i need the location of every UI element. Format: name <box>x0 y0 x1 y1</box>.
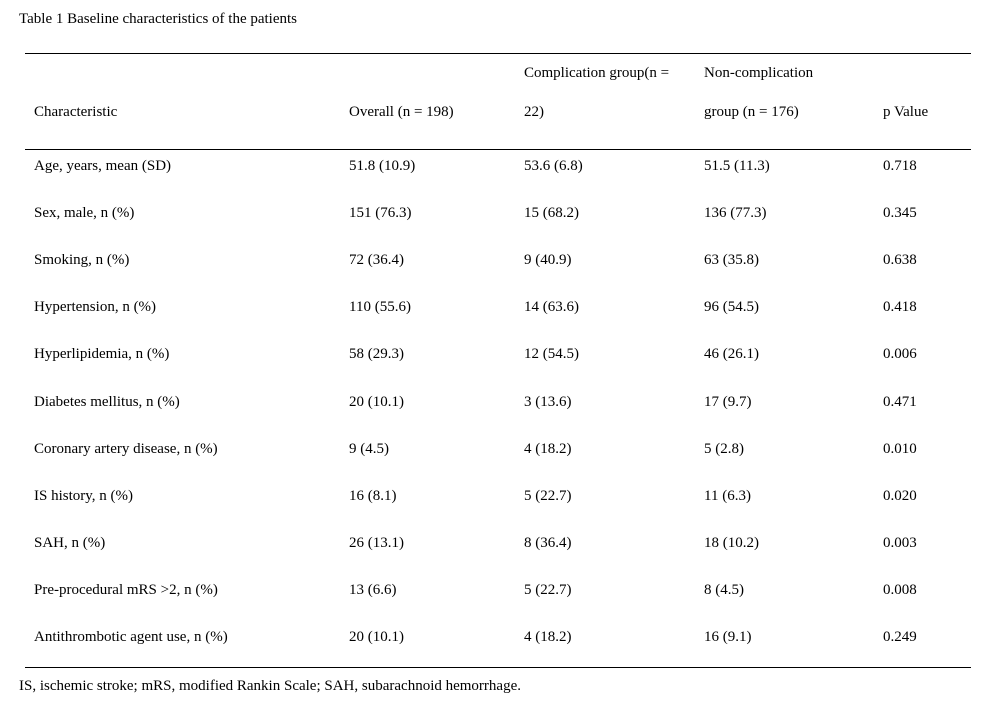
cell-complication: 14 (63.6) <box>524 299 579 315</box>
cell-overall: 51.8 (10.9) <box>349 158 416 174</box>
cell-p-value: 0.020 <box>883 488 917 504</box>
header-overall: Overall (n = 198) <box>349 104 454 120</box>
cell-noncomplication: 11 (6.3) <box>704 488 751 504</box>
cell-complication: 12 (54.5) <box>524 346 579 362</box>
table-bottom-rule <box>25 667 971 668</box>
cell-complication: 8 (36.4) <box>524 535 572 551</box>
cell-characteristic: SAH, n (%) <box>34 535 106 551</box>
header-complication-line1: Complication group(n = <box>524 65 670 81</box>
cell-overall: 20 (10.1) <box>349 629 404 645</box>
cell-p-value: 0.718 <box>883 158 917 174</box>
header-characteristic: Characteristic <box>34 104 118 120</box>
cell-complication: 15 (68.2) <box>524 205 579 221</box>
cell-complication: 4 (18.2) <box>524 441 572 457</box>
table-top-rule <box>25 53 971 54</box>
cell-complication: 3 (13.6) <box>524 394 572 410</box>
cell-overall: 72 (36.4) <box>349 252 404 268</box>
cell-characteristic: Sex, male, n (%) <box>34 205 135 221</box>
table-caption: Table 1 Baseline characteristics of the … <box>19 11 298 27</box>
header-complication-line2: 22) <box>524 104 544 120</box>
cell-p-value: 0.345 <box>883 205 917 221</box>
cell-complication: 53.6 (6.8) <box>524 158 583 174</box>
cell-p-value: 0.008 <box>883 582 917 598</box>
cell-noncomplication: 18 (10.2) <box>704 535 759 551</box>
cell-p-value: 0.003 <box>883 535 917 551</box>
cell-overall: 20 (10.1) <box>349 394 404 410</box>
cell-characteristic: Pre-procedural mRS >2, n (%) <box>34 582 218 598</box>
cell-noncomplication: 96 (54.5) <box>704 299 759 315</box>
cell-characteristic: Antithrombotic agent use, n (%) <box>34 629 228 645</box>
cell-noncomplication: 63 (35.8) <box>704 252 759 268</box>
cell-characteristic: Diabetes mellitus, n (%) <box>34 394 180 410</box>
cell-complication: 5 (22.7) <box>524 488 572 504</box>
cell-noncomplication: 51.5 (11.3) <box>704 158 770 174</box>
cell-noncomplication: 5 (2.8) <box>704 441 744 457</box>
cell-characteristic: Hypertension, n (%) <box>34 299 157 315</box>
cell-characteristic: Hyperlipidemia, n (%) <box>34 346 170 362</box>
cell-p-value: 0.249 <box>883 629 917 645</box>
cell-p-value: 0.638 <box>883 252 917 268</box>
header-rule <box>25 149 971 150</box>
header-noncomplication-line2: group (n = 176) <box>704 104 799 120</box>
cell-characteristic: IS history, n (%) <box>34 488 134 504</box>
cell-noncomplication: 136 (77.3) <box>704 205 767 221</box>
header-noncomplication-line1: Non-complication <box>704 65 814 81</box>
cell-p-value: 0.006 <box>883 346 917 362</box>
cell-p-value: 0.418 <box>883 299 917 315</box>
cell-overall: 26 (13.1) <box>349 535 404 551</box>
cell-overall: 58 (29.3) <box>349 346 404 362</box>
cell-overall: 9 (4.5) <box>349 441 389 457</box>
cell-characteristic: Age, years, mean (SD) <box>34 158 172 174</box>
cell-noncomplication: 46 (26.1) <box>704 346 759 362</box>
header-p-value: p Value <box>883 104 929 120</box>
cell-p-value: 0.010 <box>883 441 917 457</box>
cell-noncomplication: 16 (9.1) <box>704 629 752 645</box>
cell-noncomplication: 8 (4.5) <box>704 582 744 598</box>
cell-characteristic: Smoking, n (%) <box>34 252 130 268</box>
cell-overall: 151 (76.3) <box>349 205 412 221</box>
cell-overall: 13 (6.6) <box>349 582 397 598</box>
cell-characteristic: Coronary artery disease, n (%) <box>34 441 218 457</box>
cell-noncomplication: 17 (9.7) <box>704 394 752 410</box>
cell-complication: 5 (22.7) <box>524 582 572 598</box>
cell-p-value: 0.471 <box>883 394 917 410</box>
cell-overall: 110 (55.6) <box>349 299 411 315</box>
cell-complication: 9 (40.9) <box>524 252 572 268</box>
cell-overall: 16 (8.1) <box>349 488 397 504</box>
cell-complication: 4 (18.2) <box>524 629 572 645</box>
table-footnote: IS, ischemic stroke; mRS, modified Ranki… <box>19 678 521 694</box>
